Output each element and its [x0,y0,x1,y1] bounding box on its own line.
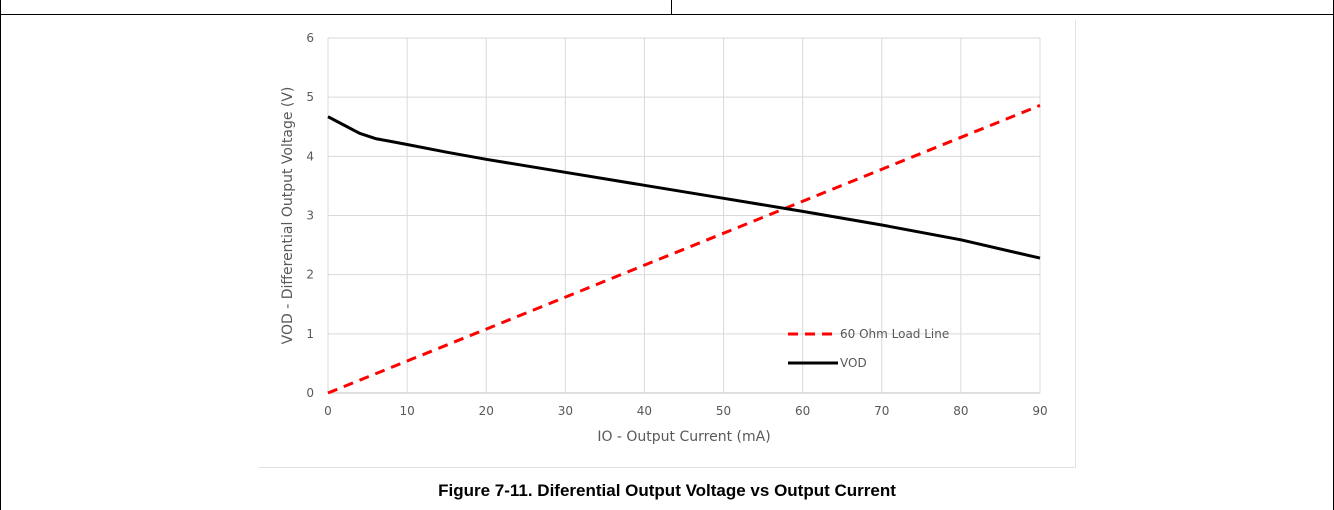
x-tick-label: 10 [399,404,414,418]
table-divider [671,0,672,14]
x-tick-label: 20 [479,404,494,418]
legend-label-load-line: 60 Ohm Load Line [840,327,949,341]
x-tick-label: 90 [1032,404,1047,418]
x-tick-label: 60 [795,404,810,418]
series-load-line [327,104,1041,395]
x-tick-label: 40 [637,404,652,418]
top-table-border [0,0,1334,15]
x-tick-label: 0 [324,404,332,418]
x-tick-label: 50 [716,404,731,418]
chart: 0 10 20 30 40 50 60 70 80 90 0 1 2 3 4 5 6 60 Ohm Load … [258,20,1076,468]
x-tick-label: 30 [558,404,573,418]
chart-area: 0 10 20 30 40 50 60 70 80 90 0 1 2 3 4 5 6 60 Ohm Load … [258,20,1076,468]
y-tick-labels: 0 1 2 3 4 5 6 [306,31,314,400]
y-axis-title: VOD - Differential Output Voltage (V) [280,87,296,345]
y-tick-label: 2 [306,268,314,282]
grid-lines [327,37,1041,394]
legend: 60 Ohm Load Line VOD [788,327,949,370]
series-group [327,104,1041,395]
series-vod [327,115,1041,260]
x-axis-title: IO - Output Current (mA) [597,429,770,445]
chart-frame [258,20,1076,468]
figure-caption: Figure 7-11. Diferential Output Voltage … [438,481,896,500]
x-tick-label: 70 [874,404,889,418]
y-tick-label: 4 [306,149,314,163]
y-tick-label: 6 [306,31,314,45]
y-tick-label: 3 [306,209,314,223]
x-tick-labels: 0 10 20 30 40 50 60 70 80 90 [324,404,1047,418]
y-tick-label: 1 [306,327,314,341]
y-tick-label: 0 [306,386,314,400]
legend-label-vod: VOD [840,356,867,370]
y-tick-label: 5 [306,90,314,104]
x-tick-label: 80 [953,404,968,418]
